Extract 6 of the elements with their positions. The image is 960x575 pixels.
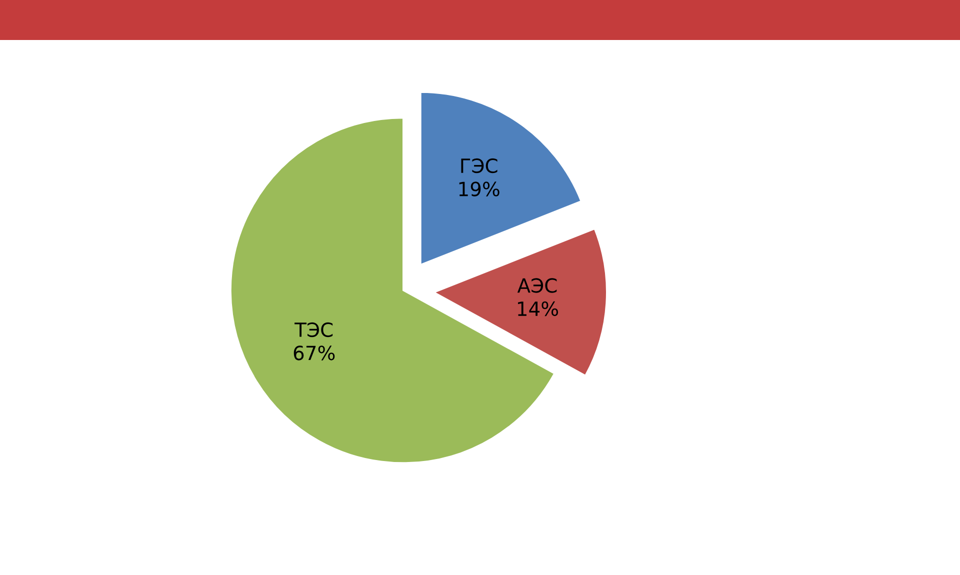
slice-label: ТЭС	[294, 322, 333, 338]
data-label: 19%	[459, 182, 500, 196]
data-label: 14%	[518, 301, 558, 316]
slice-label: АЭС	[517, 278, 557, 293]
slice-label: ГЭС	[461, 158, 498, 174]
data-label: 67%	[294, 346, 335, 360]
